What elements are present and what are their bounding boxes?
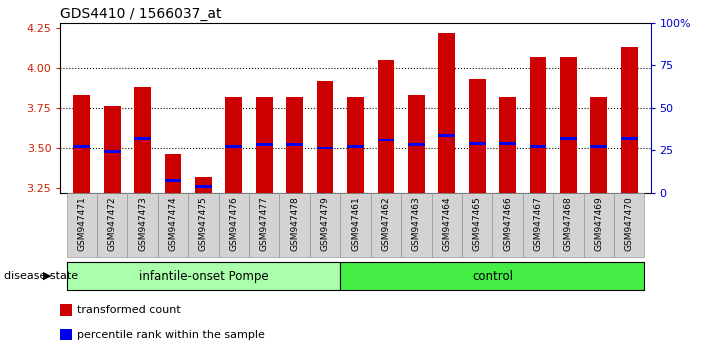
Text: GSM947463: GSM947463 <box>412 196 421 251</box>
Bar <box>560 137 577 140</box>
Bar <box>523 193 553 257</box>
Text: GSM947473: GSM947473 <box>138 196 147 251</box>
Bar <box>188 193 218 257</box>
Bar <box>408 95 424 193</box>
Bar <box>584 193 614 257</box>
Bar <box>591 97 607 193</box>
Bar <box>347 145 364 148</box>
Bar <box>73 145 90 148</box>
Bar <box>310 193 341 257</box>
Text: GSM947474: GSM947474 <box>169 196 178 251</box>
Bar <box>530 57 546 193</box>
Bar <box>499 142 516 145</box>
Text: GSM947476: GSM947476 <box>230 196 238 251</box>
Text: ▶: ▶ <box>43 271 52 281</box>
Bar <box>279 193 310 257</box>
Text: GSM947461: GSM947461 <box>351 196 360 251</box>
Bar <box>591 145 607 148</box>
Bar <box>134 137 151 140</box>
Bar <box>127 193 158 257</box>
Text: disease state: disease state <box>4 271 77 281</box>
Text: GSM947467: GSM947467 <box>533 196 542 251</box>
Text: control: control <box>472 270 513 282</box>
Bar <box>621 137 638 140</box>
Bar <box>218 193 249 257</box>
Bar <box>60 304 73 316</box>
Bar <box>287 143 303 146</box>
Bar <box>621 47 638 193</box>
Text: percentile rank within the sample: percentile rank within the sample <box>77 330 264 339</box>
Text: GSM947479: GSM947479 <box>321 196 330 251</box>
Text: GSM947470: GSM947470 <box>625 196 634 251</box>
Text: GSM947462: GSM947462 <box>381 196 390 251</box>
Bar <box>499 97 516 193</box>
Bar <box>401 193 432 257</box>
Bar <box>104 106 120 193</box>
Bar <box>493 193 523 257</box>
Bar <box>370 193 401 257</box>
Bar <box>225 97 242 193</box>
Bar <box>469 142 486 145</box>
Text: GDS4410 / 1566037_at: GDS4410 / 1566037_at <box>60 7 222 21</box>
Bar <box>67 193 97 257</box>
Text: infantile-onset Pompe: infantile-onset Pompe <box>139 270 268 282</box>
Bar <box>60 329 73 341</box>
Bar <box>316 81 333 193</box>
Bar <box>67 262 341 290</box>
Bar <box>73 95 90 193</box>
Bar <box>439 134 455 137</box>
Bar <box>462 193 493 257</box>
Text: GSM947475: GSM947475 <box>199 196 208 251</box>
Bar <box>469 79 486 193</box>
Bar <box>560 57 577 193</box>
Bar <box>341 193 370 257</box>
Text: GSM947471: GSM947471 <box>77 196 86 251</box>
Bar <box>408 143 424 146</box>
Text: GSM947464: GSM947464 <box>442 196 451 251</box>
Bar <box>378 60 395 193</box>
Bar <box>104 150 120 153</box>
Text: GSM947469: GSM947469 <box>594 196 604 251</box>
Bar <box>225 145 242 148</box>
Bar <box>256 143 272 146</box>
Text: GSM947468: GSM947468 <box>564 196 573 251</box>
Bar <box>439 33 455 193</box>
Bar <box>249 193 279 257</box>
Bar <box>97 193 127 257</box>
Bar <box>341 262 644 290</box>
Text: GSM947466: GSM947466 <box>503 196 512 251</box>
Text: GSM947472: GSM947472 <box>107 196 117 251</box>
Text: GSM947478: GSM947478 <box>290 196 299 251</box>
Bar <box>614 193 644 257</box>
Bar <box>287 97 303 193</box>
Bar <box>553 193 584 257</box>
Bar <box>432 193 462 257</box>
Bar <box>256 97 272 193</box>
Bar <box>165 179 181 182</box>
Text: GSM947477: GSM947477 <box>260 196 269 251</box>
Bar <box>347 97 364 193</box>
Bar <box>134 87 151 193</box>
Text: GSM947465: GSM947465 <box>473 196 481 251</box>
Bar <box>195 185 212 188</box>
Bar <box>165 154 181 193</box>
Bar <box>530 145 546 148</box>
Bar <box>195 177 212 193</box>
Bar <box>378 138 395 142</box>
Text: transformed count: transformed count <box>77 305 181 315</box>
Bar <box>316 147 333 149</box>
Bar <box>158 193 188 257</box>
